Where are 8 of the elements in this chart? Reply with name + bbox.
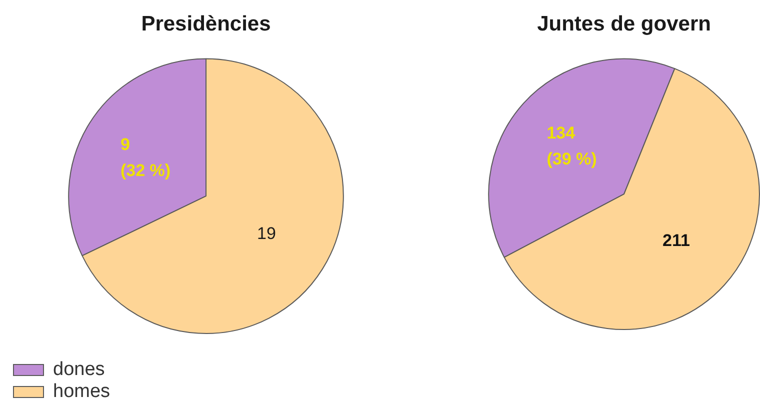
legend-label: dones bbox=[53, 359, 105, 380]
chart-title: Presidències bbox=[141, 12, 271, 36]
data-label: 134 (39 %) bbox=[546, 124, 597, 169]
legend-label: homes bbox=[53, 381, 110, 402]
data-label: 9 (32 %) bbox=[120, 134, 171, 180]
chart-title: Juntes de govern bbox=[537, 12, 711, 36]
data-label: 19 bbox=[257, 224, 276, 243]
data-label: 211 bbox=[662, 230, 690, 250]
